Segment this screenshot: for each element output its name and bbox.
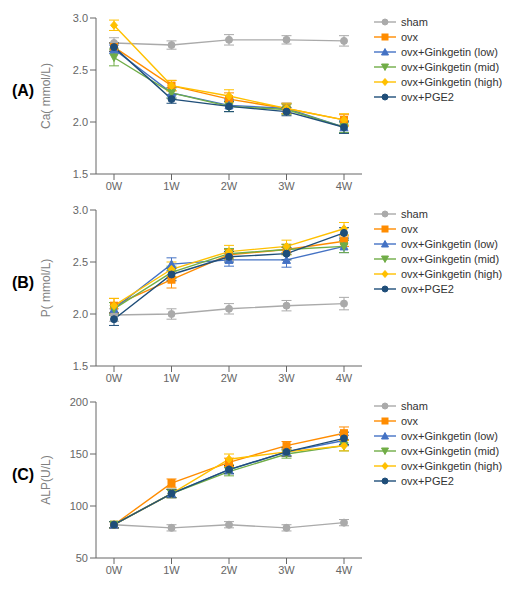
html-text:ovx: ovx (401, 31, 419, 43)
html-text:ovx+Ginkgetin (high): ovx+Ginkgetin (high) (401, 268, 503, 280)
svg-text:3W: 3W (278, 372, 295, 384)
svg-text:2W: 2W (221, 564, 238, 576)
svg-text:4W: 4W (336, 564, 353, 576)
html-text:ovx: ovx (401, 223, 419, 235)
html-text:(B): (B) (11, 274, 35, 291)
svg-text:2.5: 2.5 (73, 64, 88, 76)
svg-text:2W: 2W (221, 372, 238, 384)
svg-text:4W: 4W (336, 180, 353, 192)
html-text:ovx+Ginkgetin (mid): ovx+Ginkgetin (mid) (401, 253, 500, 265)
svg-text:4W: 4W (336, 372, 353, 384)
html-text:ovx+Ginkgetin (mid): ovx+Ginkgetin (mid) (401, 445, 500, 457)
html-text:sham: sham (401, 400, 428, 412)
html-text:ovx: ovx (401, 415, 419, 427)
html-text:ovx+Ginkgetin (high): ovx+Ginkgetin (high) (401, 76, 503, 88)
html-text:ovx+Ginkgetin (low): ovx+Ginkgetin (low) (401, 238, 498, 250)
html-text:ovx+Ginkgetin (high): ovx+Ginkgetin (high) (401, 460, 503, 472)
html-text:(A): (A) (11, 82, 35, 99)
svg-text:2W: 2W (221, 180, 238, 192)
html-text:ovx+Ginkgetin (low): ovx+Ginkgetin (low) (401, 46, 498, 58)
svg-text:0W: 0W (106, 564, 123, 576)
svg-text:50: 50 (76, 552, 88, 564)
html-text:ovx+PGE2: ovx+PGE2 (401, 283, 454, 295)
svg-text:3W: 3W (278, 564, 295, 576)
svg-text:1W: 1W (163, 564, 180, 576)
svg-text:3.0: 3.0 (73, 12, 88, 24)
svg-text:200: 200 (70, 396, 88, 408)
svg-text:150: 150 (70, 448, 88, 460)
svg-text:1W: 1W (163, 372, 180, 384)
svg-text:3W: 3W (278, 180, 295, 192)
svg-text:2.5: 2.5 (73, 256, 88, 268)
html-text:sham: sham (401, 208, 428, 220)
svg-text:2.0: 2.0 (73, 116, 88, 128)
html-text:ovx+PGE2: ovx+PGE2 (401, 475, 454, 487)
html-text:ovx+Ginkgetin (mid): ovx+Ginkgetin (mid) (401, 61, 500, 73)
html-text:(C): (C) (11, 466, 35, 483)
html-text:sham: sham (401, 16, 428, 28)
svg-text:0W: 0W (106, 180, 123, 192)
svg-text:100: 100 (70, 500, 88, 512)
svg-text:3.0: 3.0 (73, 204, 88, 216)
svg-text:ALP(U/L): ALP(U/L) (39, 455, 53, 504)
html-text:ovx+PGE2: ovx+PGE2 (401, 91, 454, 103)
svg-text:2.0: 2.0 (73, 308, 88, 320)
svg-text:P( mmol/L): P( mmol/L) (39, 259, 53, 318)
svg-text:1.5: 1.5 (73, 168, 88, 180)
svg-text:0W: 0W (106, 372, 123, 384)
svg-text:Ca( mmol/L): Ca( mmol/L) (39, 63, 53, 129)
html-text:ovx+Ginkgetin (low): ovx+Ginkgetin (low) (401, 430, 498, 442)
svg-text:1W: 1W (163, 180, 180, 192)
svg-text:1.5: 1.5 (73, 360, 88, 372)
